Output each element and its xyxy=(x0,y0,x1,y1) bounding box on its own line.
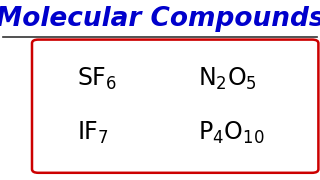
FancyBboxPatch shape xyxy=(32,40,318,173)
Text: $\mathregular{SF_6}$: $\mathregular{SF_6}$ xyxy=(77,66,117,92)
Text: $\mathregular{P_4O_{10}}$: $\mathregular{P_4O_{10}}$ xyxy=(198,120,265,146)
Text: Molecular Compounds: Molecular Compounds xyxy=(0,6,320,32)
Text: $\mathregular{IF_7}$: $\mathregular{IF_7}$ xyxy=(77,120,109,146)
Text: $\mathregular{N_2O_5}$: $\mathregular{N_2O_5}$ xyxy=(198,66,257,92)
